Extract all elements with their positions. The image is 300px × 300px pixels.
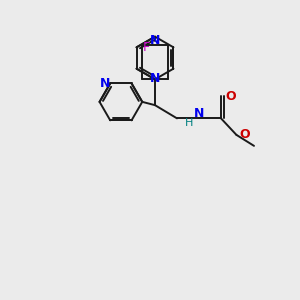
Text: H: H [185,118,193,128]
Text: N: N [194,107,204,120]
Text: F: F [143,41,150,54]
Text: O: O [226,90,236,103]
Text: N: N [150,72,160,85]
Text: N: N [100,77,110,90]
Text: O: O [239,128,250,141]
Text: N: N [150,34,160,47]
